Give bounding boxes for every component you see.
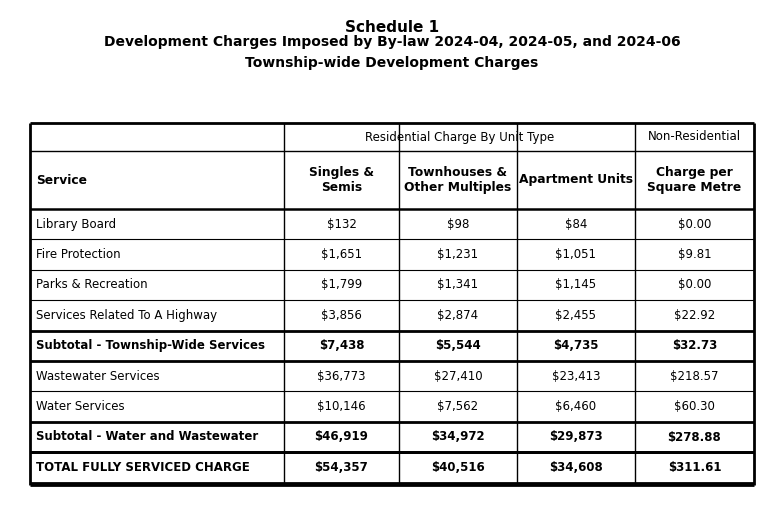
Text: $1,231: $1,231 [437, 248, 478, 261]
Text: Wastewater Services: Wastewater Services [36, 370, 160, 383]
Text: $46,919: $46,919 [314, 430, 368, 444]
Text: Schedule 1: Schedule 1 [345, 20, 439, 35]
Text: TOTAL FULLY SERVICED CHARGE: TOTAL FULLY SERVICED CHARGE [36, 461, 250, 474]
Text: $278.88: $278.88 [668, 430, 721, 444]
Text: $6,460: $6,460 [555, 400, 597, 413]
Text: $1,799: $1,799 [321, 279, 362, 291]
Text: $34,608: $34,608 [549, 461, 603, 474]
Text: $1,651: $1,651 [321, 248, 362, 261]
Text: $98: $98 [447, 218, 469, 231]
Text: $40,516: $40,516 [431, 461, 485, 474]
Text: Charge per
Square Metre: Charge per Square Metre [648, 166, 742, 194]
Text: $9.81: $9.81 [677, 248, 711, 261]
Text: $311.61: $311.61 [668, 461, 721, 474]
Text: Services Related To A Highway: Services Related To A Highway [36, 309, 217, 322]
Text: $10,146: $10,146 [318, 400, 366, 413]
Text: Apartment Units: Apartment Units [519, 173, 633, 187]
Text: $4,735: $4,735 [554, 339, 599, 352]
Text: Development Charges Imposed by By-law 2024-04, 2024-05, and 2024-06
Township-wid: Development Charges Imposed by By-law 20… [103, 35, 681, 70]
Text: $32.73: $32.73 [672, 339, 717, 352]
Text: Singles &
Semis: Singles & Semis [309, 166, 374, 194]
Text: Fire Protection: Fire Protection [36, 248, 121, 261]
Text: $7,562: $7,562 [437, 400, 478, 413]
Text: $1,051: $1,051 [556, 248, 597, 261]
Text: $34,972: $34,972 [431, 430, 485, 444]
Text: $23,413: $23,413 [552, 370, 601, 383]
Text: $1,145: $1,145 [555, 279, 597, 291]
Text: $2,455: $2,455 [556, 309, 597, 322]
Text: Library Board: Library Board [36, 218, 116, 231]
Text: $0.00: $0.00 [678, 218, 711, 231]
Text: Residential Charge By Unit Type: Residential Charge By Unit Type [365, 130, 554, 144]
Text: $60.30: $60.30 [674, 400, 715, 413]
Text: Subtotal - Water and Wastewater: Subtotal - Water and Wastewater [36, 430, 258, 444]
Text: $132: $132 [327, 218, 357, 231]
Text: Townhouses &
Other Multiples: Townhouses & Other Multiples [405, 166, 512, 194]
Text: $84: $84 [564, 218, 587, 231]
Text: $27,410: $27,410 [434, 370, 482, 383]
Text: $1,341: $1,341 [437, 279, 478, 291]
Text: $22.92: $22.92 [674, 309, 715, 322]
Text: $2,874: $2,874 [437, 309, 478, 322]
Text: $36,773: $36,773 [318, 370, 366, 383]
Text: $218.57: $218.57 [670, 370, 719, 383]
Text: $5,544: $5,544 [435, 339, 481, 352]
Text: Service: Service [36, 173, 87, 187]
Text: $29,873: $29,873 [549, 430, 603, 444]
Text: $54,357: $54,357 [314, 461, 368, 474]
Text: Subtotal - Township-Wide Services: Subtotal - Township-Wide Services [36, 339, 265, 352]
Text: Water Services: Water Services [36, 400, 125, 413]
Text: $7,438: $7,438 [319, 339, 365, 352]
Text: $0.00: $0.00 [678, 279, 711, 291]
Text: Parks & Recreation: Parks & Recreation [36, 279, 147, 291]
Text: $3,856: $3,856 [321, 309, 362, 322]
Text: Non-Residential: Non-Residential [648, 130, 741, 144]
